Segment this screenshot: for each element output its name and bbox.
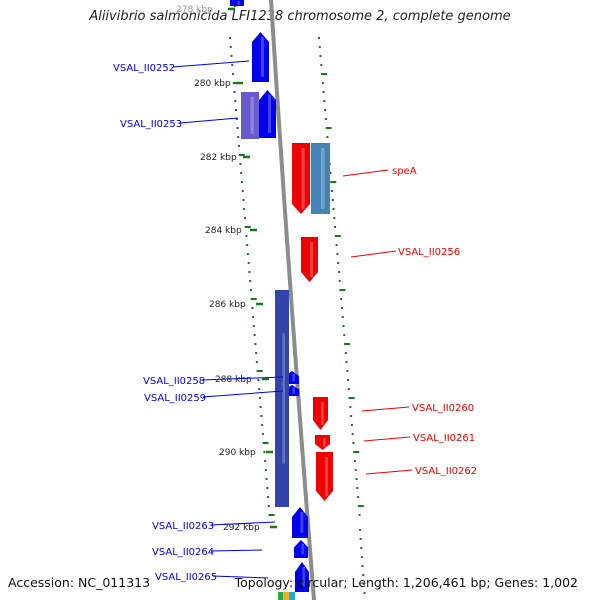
gene-spea (292, 143, 310, 214)
gene-features (230, 0, 333, 600)
accession-label: Accession: NC_011313 (8, 575, 151, 590)
gene-vsal-ii0260 (313, 397, 328, 430)
gene-vsal-ii0264 (294, 540, 308, 558)
gene-label: VSAL_II0260 (412, 403, 474, 414)
gene-leader-line (202, 390, 284, 398)
gene-label: VSAL_II0253 (120, 119, 182, 130)
gene-vsal-ii0263 (292, 507, 308, 538)
gene-vsal-ii0252 (252, 32, 269, 82)
genome-summary: Topology: circular; Length: 1,206,461 bp… (234, 575, 578, 590)
feature-bottom-cyan (289, 592, 295, 600)
gene-label: VSAL_II0263 (152, 521, 214, 532)
gene-leader-line (342, 169, 389, 177)
gene-vsal-ii0256 (301, 237, 318, 282)
gene-leader-line (363, 436, 411, 442)
tick-marks-outer (318, 37, 366, 594)
gene-label: VSAL_II0256 (398, 247, 460, 258)
kbp-label: 292 kbp (223, 523, 260, 533)
gene-leader-line (201, 376, 284, 381)
gene-leader-line (172, 60, 250, 68)
kbp-label: 290 kbp (219, 448, 256, 458)
gene-label: VSAL_II0258 (143, 376, 205, 387)
kbp-labels: 278 kbp 280 kbp 282 kbp 284 kbp 286 kbp 288 k… (176, 5, 277, 533)
kbp-label: 280 kbp (194, 79, 231, 89)
feature-bottom-yellow (283, 592, 289, 600)
gene-label: VSAL_II0264 (152, 547, 214, 558)
map-title: Aliivibrio salmonicida LFI1238 chromosom… (89, 9, 511, 24)
gene-callouts: VSAL_II0252 VSAL_II0253 VSAL_II0258 VSAL_II… (113, 60, 477, 583)
feature-striped (275, 290, 289, 507)
gene-leader-line (212, 575, 269, 579)
gene-leader-line (361, 406, 410, 412)
gene-leader-line (210, 549, 263, 552)
gene-vsal-ii0265 (295, 562, 309, 592)
gene-label: VSAL_II0265 (155, 572, 217, 583)
gene-label: VSAL_II0261 (413, 433, 475, 444)
feature-steel (311, 143, 330, 214)
kbp-label: 284 kbp (205, 226, 242, 236)
gene-leader-line (179, 117, 239, 124)
gene-vsal-ii0262 (316, 452, 333, 501)
gene-leader-line (365, 469, 413, 475)
gene-fragment-top (230, 0, 244, 6)
feature-purple (241, 92, 259, 139)
feature-bottom-green (278, 592, 283, 600)
gene-label: VSAL_II0262 (415, 466, 477, 477)
kbp-label: 286 kbp (209, 300, 246, 310)
gene-label: VSAL_II0252 (113, 63, 175, 74)
gene-leader-line (350, 250, 397, 258)
gene-vsal-ii0253 (259, 90, 276, 138)
kbp-label: 282 kbp (200, 153, 237, 163)
kbp-label: 288 kbp (215, 375, 252, 385)
gene-vsal-ii0261 (315, 435, 330, 450)
gene-label: speA (392, 166, 417, 177)
kbp-label: 278 kbp (176, 5, 213, 15)
tick-marks-inner (229, 37, 275, 516)
gene-label: VSAL_II0259 (144, 393, 206, 404)
gene-leader-line (210, 521, 276, 526)
